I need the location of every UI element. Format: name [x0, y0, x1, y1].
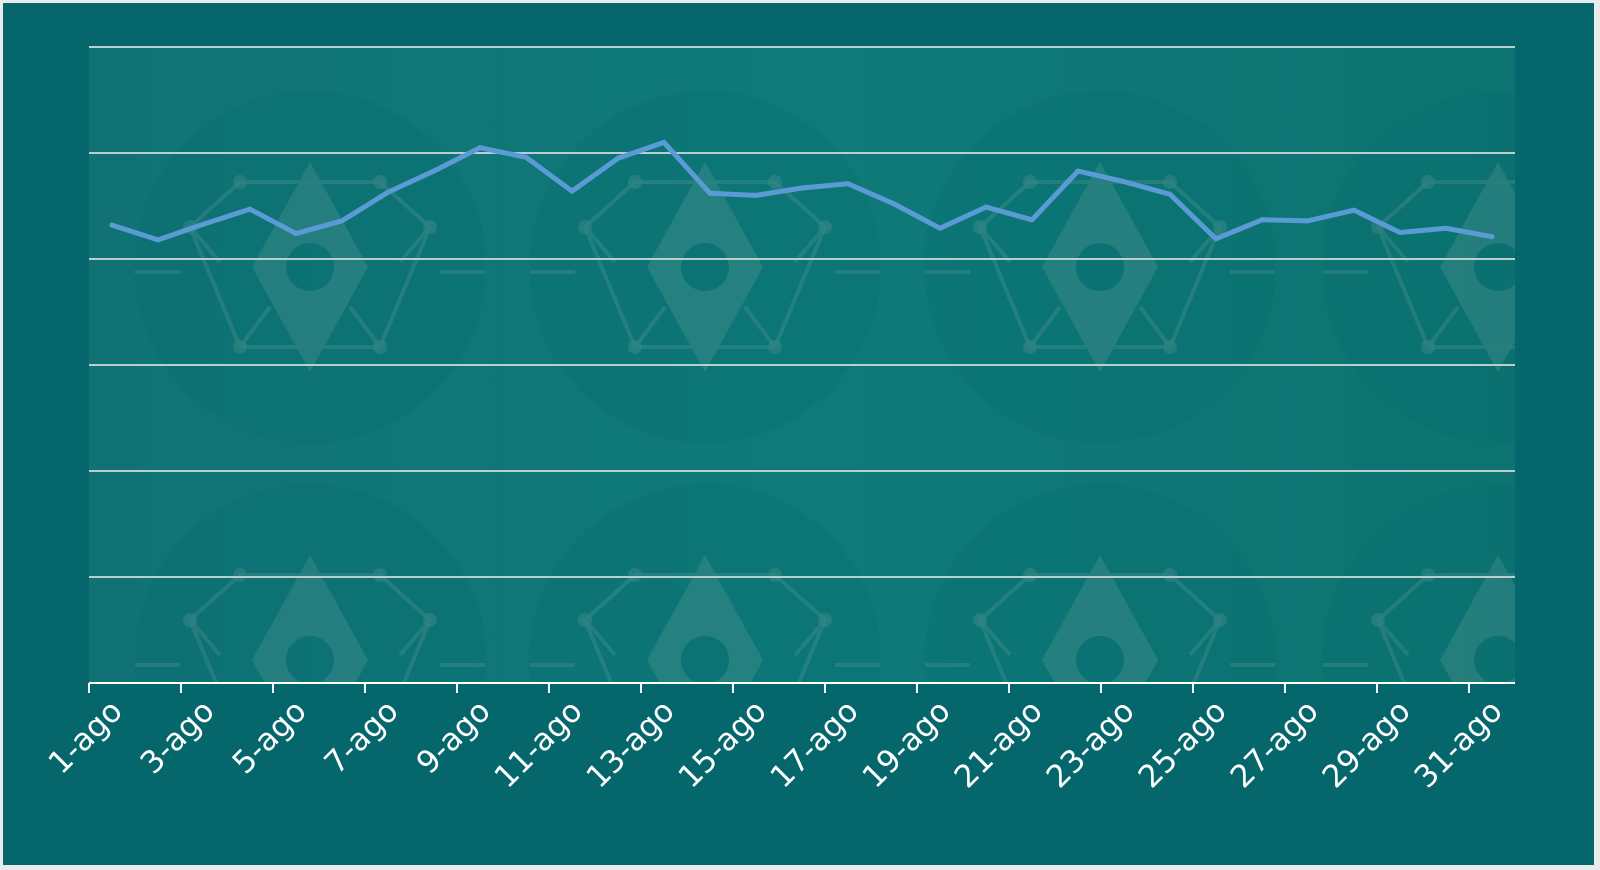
- data-point: [753, 192, 759, 198]
- data-point: [1305, 218, 1311, 224]
- data-point: [201, 221, 207, 227]
- data-point: [1351, 207, 1357, 213]
- x-axis: [88, 682, 1515, 693]
- x-tick-label: 5-ago: [226, 693, 314, 781]
- x-tick-label: 27-ago: [1224, 693, 1326, 795]
- x-tick-label: 21-ago: [948, 693, 1050, 795]
- x-tick-label: 25-ago: [1132, 693, 1234, 795]
- data-point: [293, 231, 299, 237]
- data-point: [477, 145, 483, 151]
- data-point: [155, 237, 161, 243]
- data-point: [1213, 236, 1219, 242]
- x-tick-label: 23-ago: [1040, 693, 1142, 795]
- x-tick-label: 29-ago: [1316, 693, 1418, 795]
- line-chart: 1-ago 3-ago 5-ago 7-ago 9-ago11-ago13-ago15-…: [42, 46, 1515, 795]
- data-point: [569, 188, 575, 194]
- series-group: [109, 139, 1495, 243]
- data-point: [615, 155, 621, 161]
- data-point: [1443, 225, 1449, 231]
- data-point: [707, 190, 713, 196]
- x-tick-label: 3-ago: [134, 693, 222, 781]
- x-tick-label: 17-ago: [764, 693, 866, 795]
- data-point: [385, 189, 391, 195]
- data-point: [523, 154, 529, 160]
- data-point: [1259, 217, 1265, 223]
- data-point: [845, 181, 851, 187]
- data-point: [661, 139, 667, 145]
- data-point: [431, 168, 437, 174]
- x-tick-label: 7-ago: [318, 693, 406, 781]
- data-point: [1397, 230, 1403, 235]
- data-point: [891, 201, 897, 207]
- x-tick-label: 19-ago: [856, 693, 958, 795]
- x-tick-label: 13-ago: [580, 693, 682, 795]
- x-tick-label: 31-ago: [1408, 693, 1510, 795]
- x-tick-label: 1-ago: [42, 693, 130, 781]
- x-tick-label: 9-ago: [410, 693, 498, 781]
- data-point: [983, 204, 989, 210]
- data-point: [109, 222, 115, 228]
- x-tick-labels: 1-ago 3-ago 5-ago 7-ago 9-ago11-ago13-ago15-…: [42, 693, 1510, 795]
- x-tick-label: 15-ago: [672, 693, 774, 795]
- data-point: [1075, 168, 1081, 174]
- data-point: [799, 185, 805, 191]
- data-point: [1029, 217, 1035, 223]
- chart-frame: 1-ago 3-ago 5-ago 7-ago 9-ago 11-ago 13-ago 15-…: [3, 3, 1594, 865]
- data-point: [937, 225, 943, 231]
- data-point: [339, 218, 345, 224]
- data-point: [247, 206, 253, 212]
- data-point: [1167, 191, 1173, 197]
- x-tick-label: 11-ago: [488, 693, 590, 795]
- data-point: [1489, 234, 1495, 240]
- data-point: [1121, 179, 1127, 185]
- gridlines: [89, 46, 1515, 578]
